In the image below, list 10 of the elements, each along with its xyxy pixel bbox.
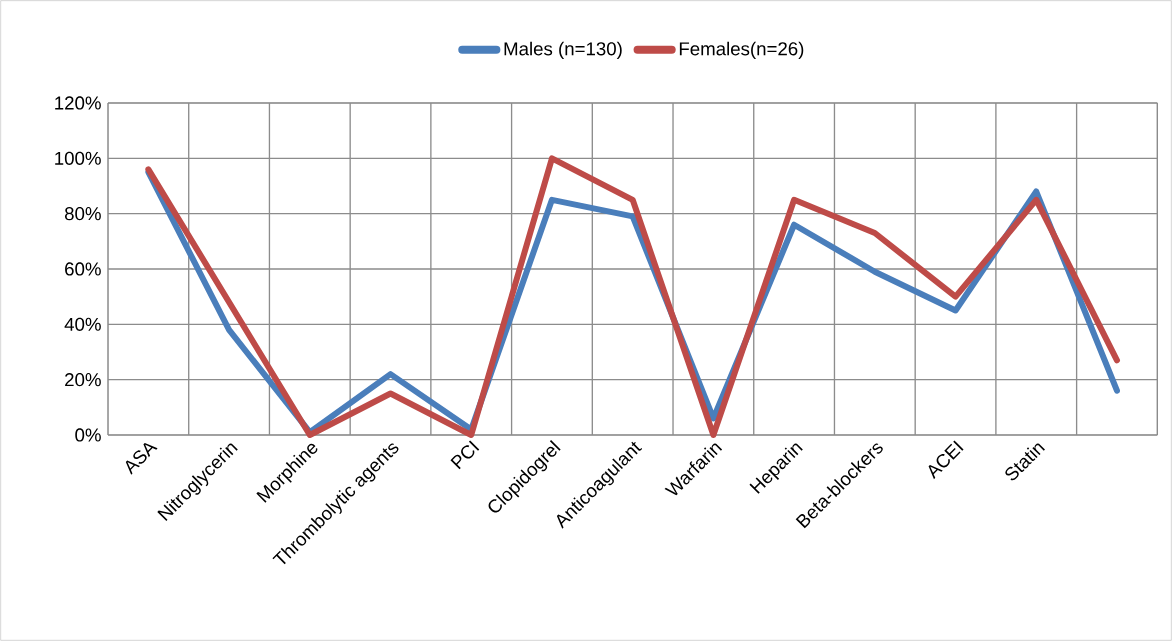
x-tick-label: PCI (450, 440, 480, 470)
legend-label: Females(n=26) (679, 41, 804, 60)
y-tick-label: 60% (65, 262, 101, 276)
y-tick-label: 40% (64, 317, 101, 331)
y-tick-label: 20% (65, 373, 101, 387)
legend-label: Males (n=130) (504, 41, 622, 60)
y-tick-label: 0% (75, 428, 101, 442)
y-tick-label: 80% (64, 207, 101, 221)
y-tick-label: 100% (55, 151, 101, 165)
y-tick-label: 120% (55, 96, 101, 110)
